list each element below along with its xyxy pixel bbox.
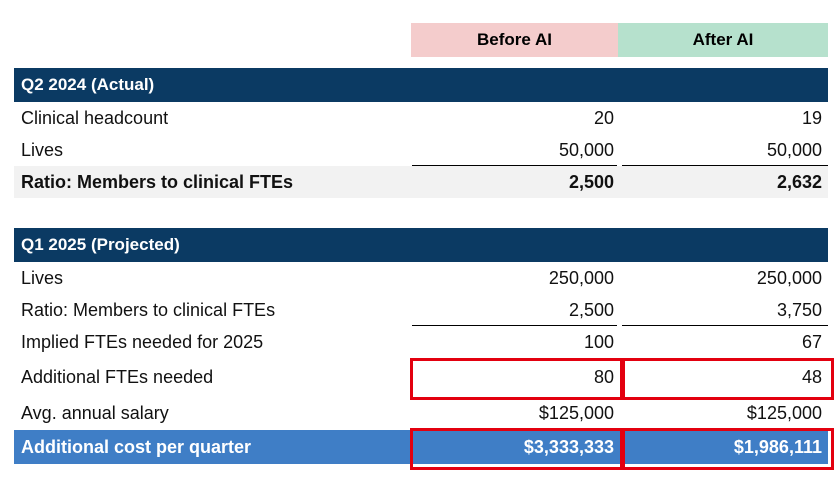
before-ai-header: Before AI <box>411 23 618 57</box>
after-value: $1,986,111 <box>733 436 822 457</box>
sum-underline-after <box>622 165 828 166</box>
row-label: Lives <box>21 267 64 288</box>
highlight-box-ftes-after <box>620 358 834 400</box>
after-ai-header: After AI <box>618 23 828 57</box>
sum-underline-before <box>412 325 617 326</box>
after-value: 50,000 <box>766 139 822 160</box>
table-row-lives-q1: Lives 250,000 250,000 <box>14 262 828 294</box>
row-label: Ratio: Members to clinical FTEs <box>21 299 276 320</box>
row-label: Implied FTEs needed for 2025 <box>21 331 264 352</box>
before-value: 80 <box>593 366 614 387</box>
section-header-q2-2024: Q2 2024 (Actual) <box>14 68 828 102</box>
highlight-box-cost-before <box>410 428 625 470</box>
table-row-additional-ftes: Additional FTEs needed 80 48 <box>14 360 828 394</box>
before-value: $3,333,333 <box>523 436 614 457</box>
sum-underline-before <box>412 165 617 166</box>
table-row-lives-q2: Lives 50,000 50,000 <box>14 134 828 166</box>
row-label: Additional FTEs needed <box>21 366 214 387</box>
before-value: 50,000 <box>558 139 614 160</box>
row-label: Ratio: Members to clinical FTEs <box>21 171 294 192</box>
before-value: 2,500 <box>568 299 614 320</box>
table-row-ratio-q1: Ratio: Members to clinical FTEs 2,500 3,… <box>14 294 828 326</box>
table-row-additional-cost: Additional cost per quarter $3,333,333 $… <box>14 430 828 464</box>
before-value: 2,500 <box>568 171 614 192</box>
before-value: $125,000 <box>538 402 614 423</box>
table-row-avg-salary: Avg. annual salary $125,000 $125,000 <box>14 397 828 429</box>
after-value: 2,632 <box>776 171 822 192</box>
row-label: Clinical headcount <box>21 107 169 128</box>
after-value: 48 <box>801 366 822 387</box>
before-value: 20 <box>593 107 614 128</box>
table-row-clinical-headcount: Clinical headcount 20 19 <box>14 102 828 134</box>
row-label: Lives <box>21 139 64 160</box>
sum-underline-after <box>622 325 828 326</box>
table-row-ratio-q2: Ratio: Members to clinical FTEs 2,500 2,… <box>14 166 828 198</box>
after-value: 3,750 <box>776 299 822 320</box>
after-value: 19 <box>801 107 822 128</box>
before-value: 250,000 <box>548 267 614 288</box>
after-value: 67 <box>801 331 822 352</box>
table-row-implied-ftes: Implied FTEs needed for 2025 100 67 <box>14 326 828 358</box>
row-label: Avg. annual salary <box>21 402 169 423</box>
highlight-box-ftes-before <box>410 358 625 400</box>
row-label: Additional cost per quarter <box>21 436 252 457</box>
section-header-q1-2025: Q1 2025 (Projected) <box>14 228 828 262</box>
before-value: 100 <box>583 331 614 352</box>
after-value: $125,000 <box>746 402 822 423</box>
after-value: 250,000 <box>756 267 822 288</box>
highlight-box-cost-after <box>620 428 834 470</box>
